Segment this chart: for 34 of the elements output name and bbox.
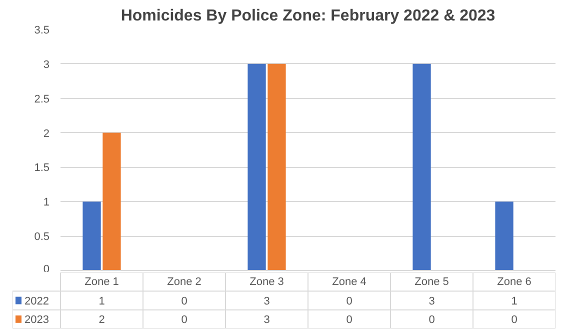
y-tick-label: 2 [43, 128, 50, 140]
bar [412, 64, 431, 270]
data-label: 0 [346, 296, 352, 308]
y-tick-label: 0.5 [34, 231, 50, 244]
data-label: 3 [264, 296, 270, 308]
x-tick-label: Zone 6 [497, 276, 532, 288]
x-tick-label: Zone 2 [167, 276, 202, 288]
data-label: 0 [181, 296, 188, 308]
y-tick-label: 1 [43, 196, 50, 209]
legend-label: 2023 [24, 314, 49, 326]
legend-label: 2022 [24, 296, 49, 308]
bar [248, 64, 266, 270]
data-label: 0 [181, 314, 188, 326]
data-label: 1 [98, 296, 105, 308]
data-label: 2 [98, 314, 105, 326]
bar [82, 202, 101, 270]
chart-title: Homicides By Police Zone: February 2022 & 2023 [120, 8, 496, 24]
data-label: 0 [511, 314, 518, 326]
x-tick-label: Zone 4 [332, 276, 366, 288]
data-label: 0 [428, 314, 435, 326]
y-tick-label: 2.5 [34, 93, 50, 106]
y-tick-label: 1.5 [34, 162, 50, 174]
data-label: 3 [428, 296, 435, 308]
data-label: 0 [346, 314, 352, 326]
x-tick-label: Zone 1 [84, 276, 119, 288]
bar [495, 202, 514, 270]
bar [268, 64, 286, 270]
x-tick-label: Zone 5 [414, 276, 449, 288]
data-label: 3 [264, 314, 270, 326]
data-label: 1 [511, 296, 518, 308]
y-tick-label: 3 [43, 58, 50, 71]
y-tick-label: 3.5 [34, 24, 50, 36]
bar [102, 132, 121, 270]
x-tick-label: Zone 3 [250, 276, 284, 288]
